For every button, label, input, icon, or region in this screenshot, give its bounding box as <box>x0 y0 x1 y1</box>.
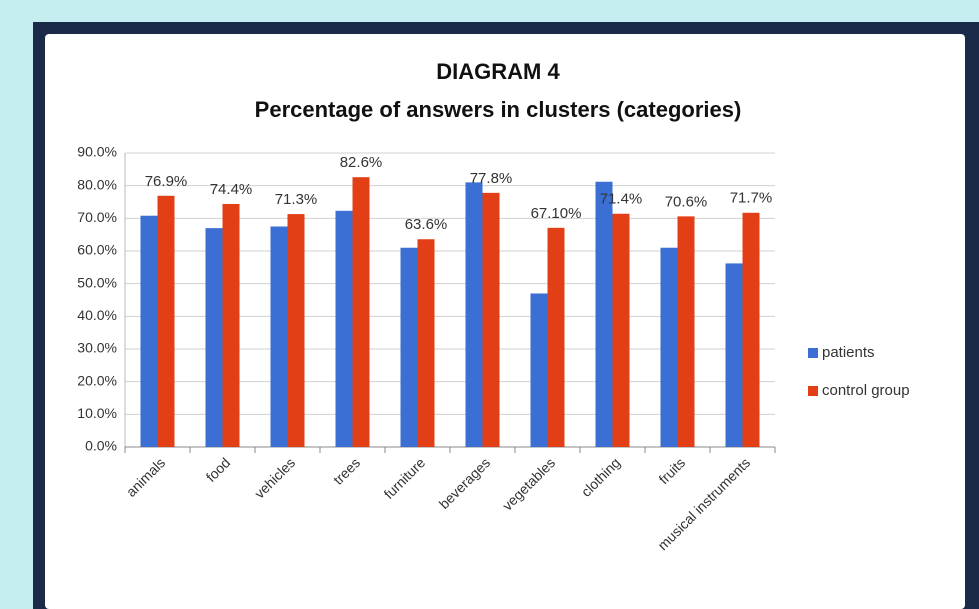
x-tick-label: clothing <box>578 454 623 499</box>
bar <box>140 215 158 447</box>
bar <box>742 212 760 447</box>
legend-swatch <box>808 348 818 358</box>
bar <box>660 247 678 447</box>
y-tick-label: 10.0% <box>77 405 117 421</box>
y-tick-label: 50.0% <box>77 274 117 290</box>
bar <box>222 203 240 447</box>
chart-title: DIAGRAM 4 <box>436 59 560 84</box>
data-label: 77.8% <box>470 170 513 187</box>
data-label: 70.6% <box>665 193 708 210</box>
x-tick-label: fruits <box>655 454 688 487</box>
x-tick-label: animals <box>123 454 168 499</box>
data-label: 67.10% <box>531 205 582 222</box>
x-tick-label: food <box>203 454 234 485</box>
legend-label: patients <box>822 344 875 361</box>
bar <box>612 213 630 447</box>
bar <box>725 263 743 447</box>
bar <box>465 182 483 447</box>
data-label: 71.3% <box>275 191 318 208</box>
bar <box>547 227 565 447</box>
bar <box>157 195 175 447</box>
bar <box>270 226 288 447</box>
y-tick-label: 60.0% <box>77 242 117 258</box>
x-tick-label: trees <box>330 454 363 487</box>
data-label: 76.9% <box>145 173 188 190</box>
chart-subtitle: Percentage of answers in clusters (categ… <box>255 97 742 122</box>
bar <box>595 181 613 447</box>
x-tick-label: furniture <box>381 454 429 502</box>
bar <box>287 214 305 447</box>
bar <box>400 247 418 447</box>
x-tick-label: vegetables <box>499 454 558 513</box>
bar <box>482 192 500 447</box>
legend-swatch <box>808 386 818 396</box>
y-tick-label: 80.0% <box>77 176 117 192</box>
bar <box>417 239 435 447</box>
data-label: 82.6% <box>340 154 383 171</box>
chart-card <box>45 34 965 609</box>
data-label: 63.6% <box>405 216 448 233</box>
bar <box>530 293 548 447</box>
bar <box>205 228 223 447</box>
y-tick-label: 20.0% <box>77 372 117 388</box>
y-tick-label: 90.0% <box>77 144 117 160</box>
bar <box>677 216 695 447</box>
x-tick-label: vehicles <box>251 454 298 501</box>
y-tick-label: 30.0% <box>77 340 117 356</box>
y-tick-label: 40.0% <box>77 307 117 323</box>
x-tick-label: beverages <box>436 454 494 512</box>
y-tick-label: 70.0% <box>77 209 117 225</box>
data-label: 71.7% <box>730 190 773 207</box>
bar <box>352 177 370 447</box>
legend-label: control group <box>822 382 910 399</box>
data-label: 74.4% <box>210 181 253 198</box>
bar <box>335 210 353 447</box>
data-label: 71.4% <box>600 191 643 208</box>
y-tick-label: 0.0% <box>85 438 117 454</box>
